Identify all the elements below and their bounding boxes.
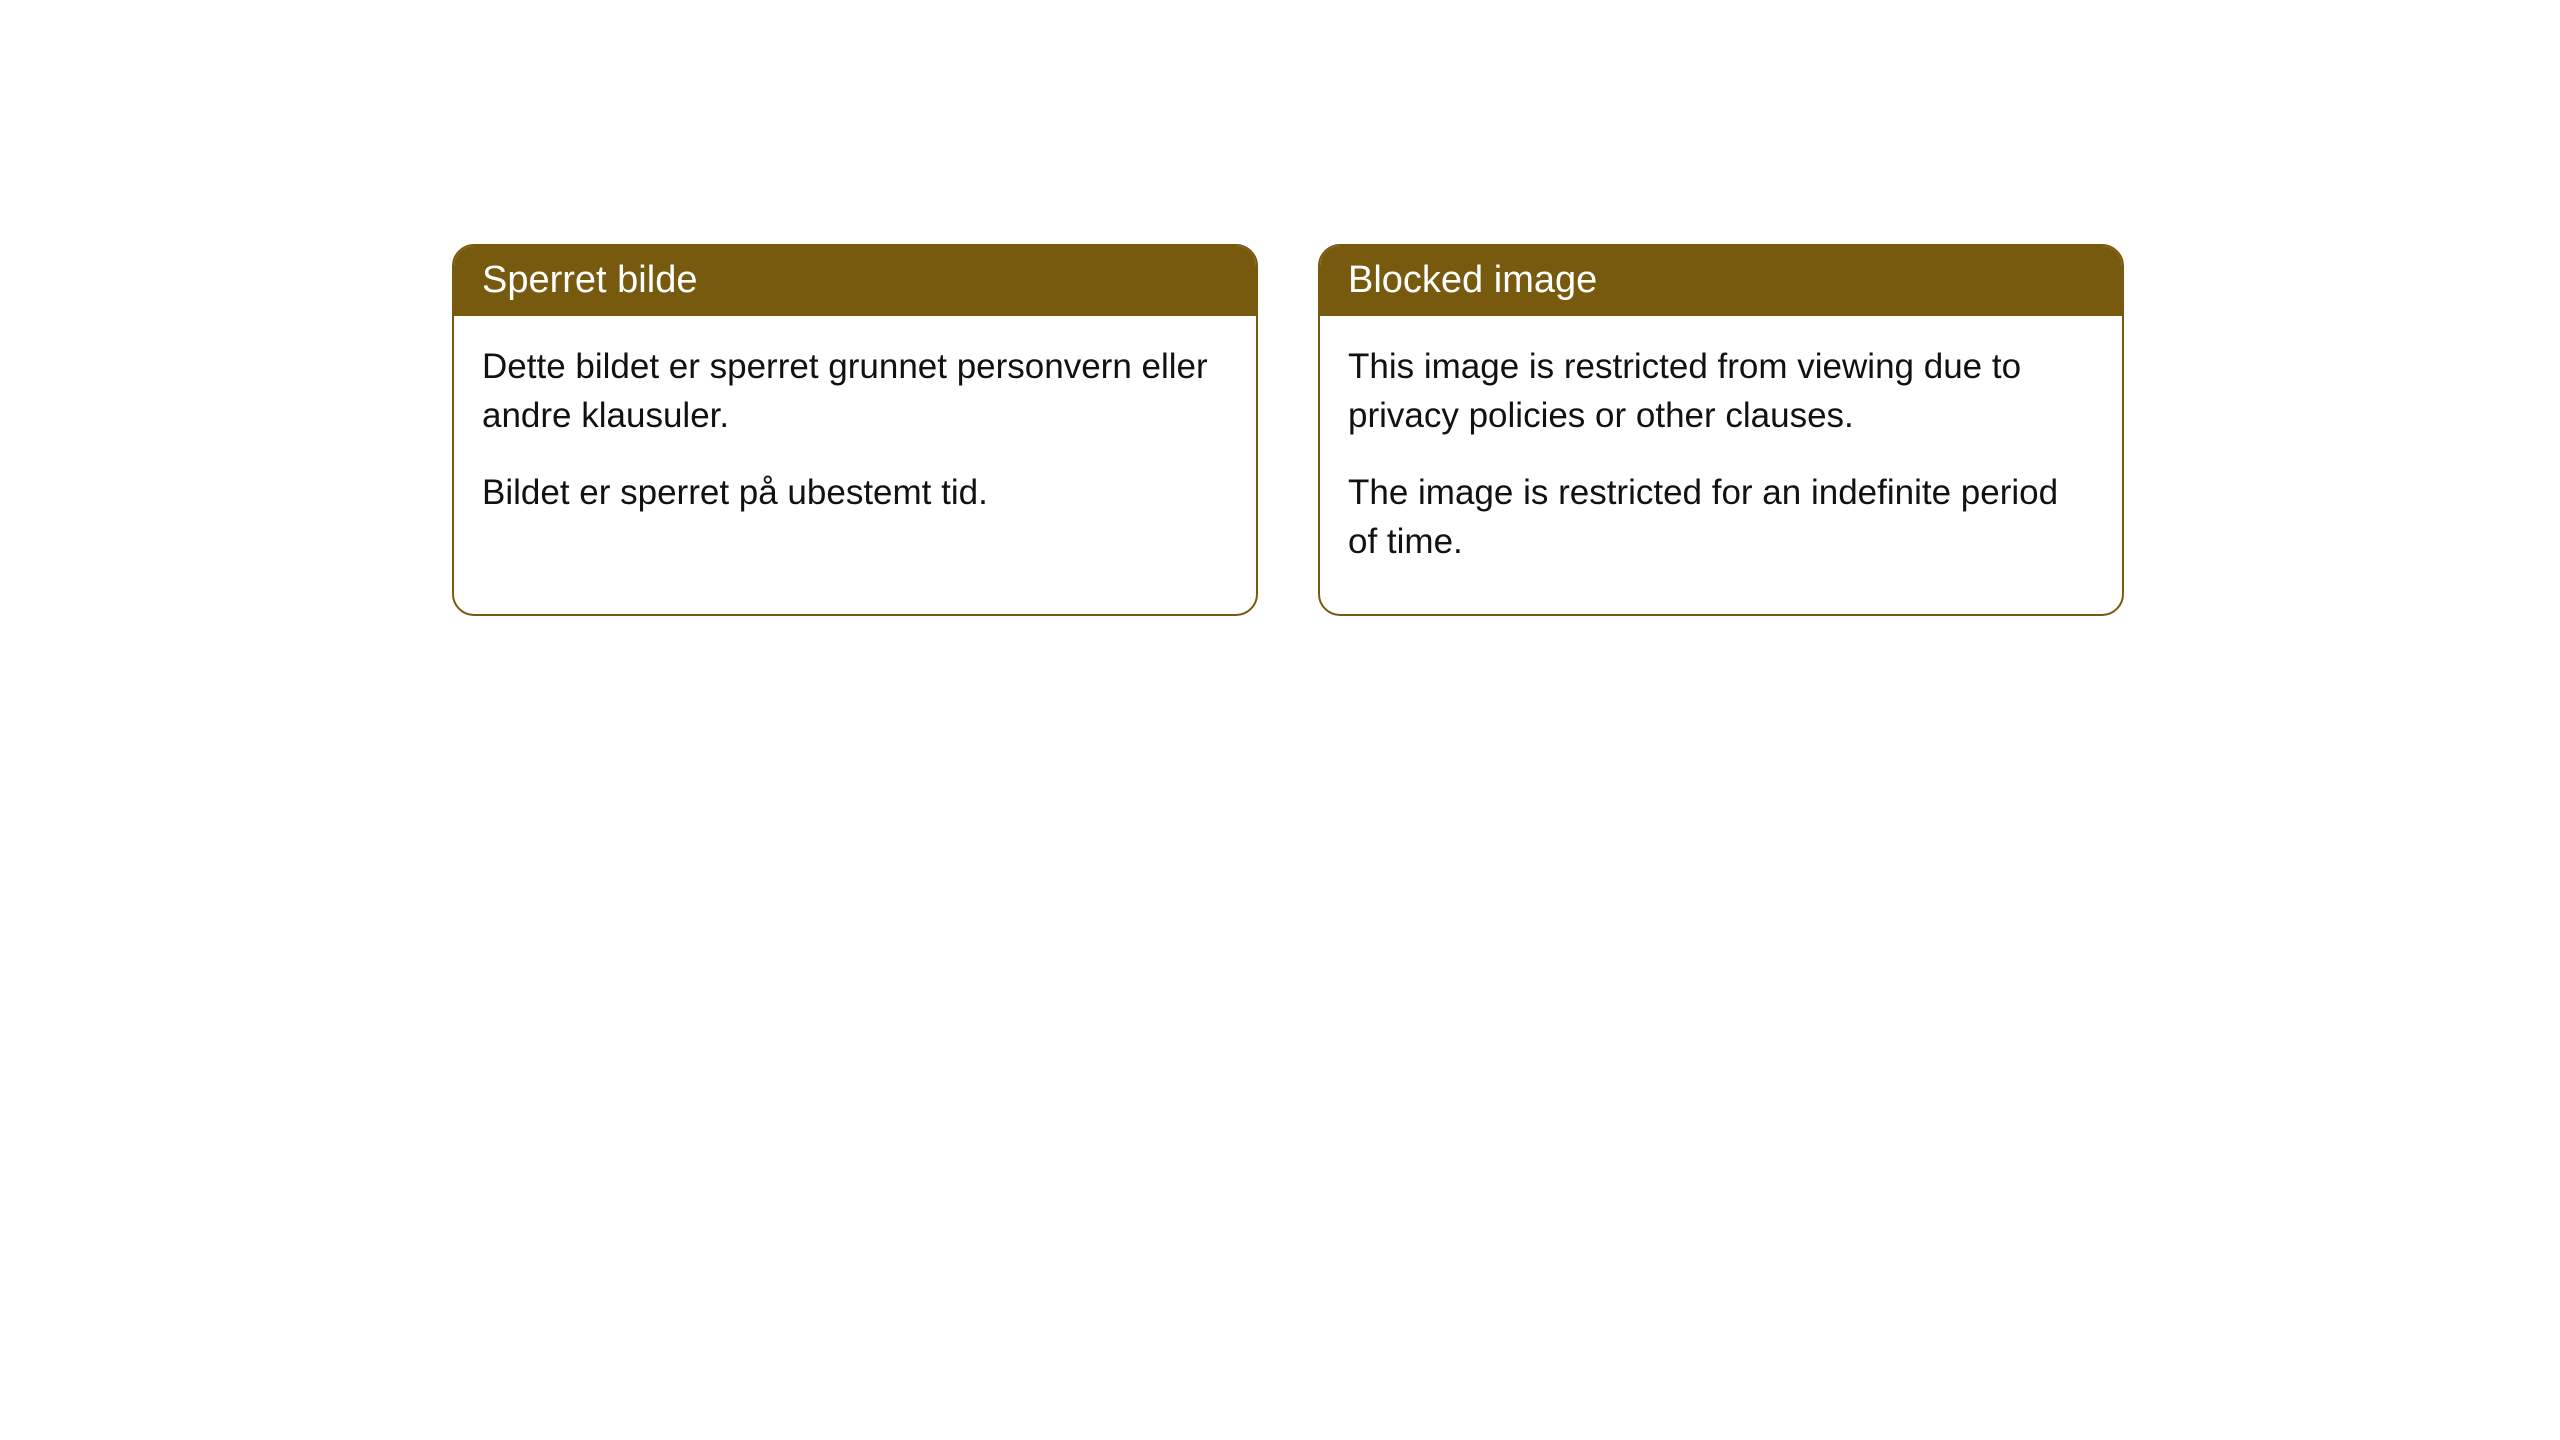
card-header-en: Blocked image [1320, 246, 2122, 316]
notice-cards-container: Sperret bilde Dette bildet er sperret gr… [0, 0, 2560, 616]
notice-text-no-1: Dette bildet er sperret grunnet personve… [482, 342, 1228, 440]
card-body-no: Dette bildet er sperret grunnet personve… [454, 316, 1256, 565]
notice-text-en-1: This image is restricted from viewing du… [1348, 342, 2094, 440]
notice-text-no-2: Bildet er sperret på ubestemt tid. [482, 468, 1228, 517]
blocked-image-card-no: Sperret bilde Dette bildet er sperret gr… [452, 244, 1258, 616]
blocked-image-card-en: Blocked image This image is restricted f… [1318, 244, 2124, 616]
card-header-no: Sperret bilde [454, 246, 1256, 316]
notice-text-en-2: The image is restricted for an indefinit… [1348, 468, 2094, 566]
card-body-en: This image is restricted from viewing du… [1320, 316, 2122, 614]
